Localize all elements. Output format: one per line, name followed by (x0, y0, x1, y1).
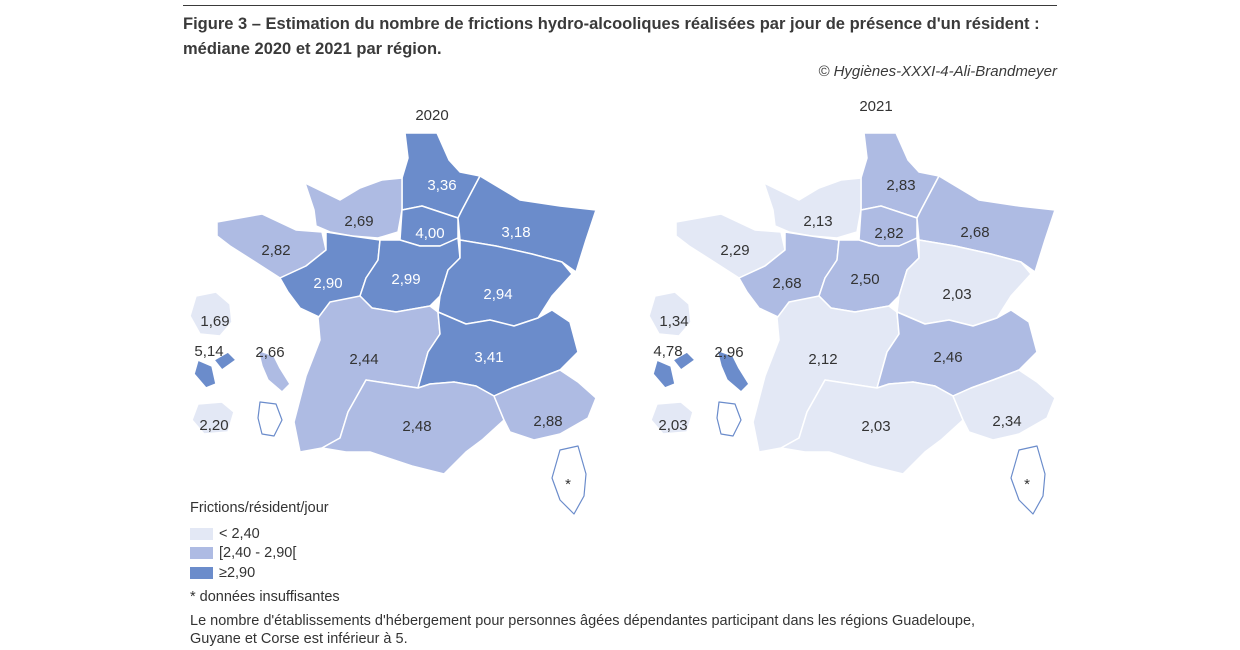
region-normandie (304, 177, 403, 239)
region-value-mayotte: 2,20 (199, 417, 228, 434)
region-guyane (257, 401, 283, 437)
region-corse (1010, 445, 1046, 515)
region-value-martinique: 2,66 (255, 344, 284, 361)
figure-title: Figure 3 – Estimation du nombre de frict… (183, 15, 1040, 58)
region-guadeloupe (193, 351, 237, 389)
region-value-reunion: 1,34 (659, 313, 688, 330)
legend-item-mid: [2,40 - 2,90[ (190, 544, 329, 564)
region-value-pdl: 2,90 (313, 275, 342, 292)
region-value-idf: 4,00 (415, 225, 444, 242)
region-corse (551, 445, 587, 515)
region-value-guadeloupe: 4,78 (653, 343, 682, 360)
region-value-normandie: 2,69 (344, 213, 373, 230)
top-rule (183, 5, 1057, 6)
region-value-idf: 2,82 (874, 225, 903, 242)
region-mayotte (191, 401, 235, 435)
region-value-ara: 2,46 (933, 349, 962, 366)
region-mayotte (650, 401, 694, 435)
region-value-cvl: 2,50 (850, 271, 879, 288)
region-value-cvl: 2,99 (391, 271, 420, 288)
legend-swatch-low (190, 527, 213, 540)
map-year-label: 2020 (415, 107, 448, 124)
region-occitanie (780, 379, 964, 475)
region-value-ara: 3,41 (474, 349, 503, 366)
region-value-corse: * (1024, 476, 1030, 493)
region-value-mayotte: 2,03 (658, 417, 687, 434)
region-value-na: 2,44 (349, 351, 378, 368)
region-martinique (257, 349, 291, 393)
region-reunion (189, 291, 233, 337)
region-value-reunion: 1,69 (200, 313, 229, 330)
map-2021: 2021 2,83 2,13 2,82 2,68 2,29 2,68 2,50 2,03 2,12… (648, 98, 1056, 515)
region-value-bretagne: 2,82 (261, 242, 290, 259)
legend-label-low: < 2,40 (219, 525, 260, 542)
region-value-paca: 2,34 (992, 413, 1021, 430)
region-guadeloupe (652, 351, 696, 389)
legend-swatch-high (190, 566, 213, 579)
region-value-hdf: 2,83 (886, 177, 915, 194)
region-reunion (648, 291, 692, 337)
region-value-normandie: 2,13 (803, 213, 832, 230)
legend-label-mid: [2,40 - 2,90[ (219, 545, 297, 562)
region-occitanie (321, 379, 505, 475)
region-value-grand_est: 3,18 (501, 224, 530, 241)
footnote: * données insuffisantes (190, 589, 340, 605)
region-value-guadeloupe: 5,14 (194, 343, 223, 360)
region-value-bfc: 2,94 (483, 286, 512, 303)
region-value-pdl: 2,68 (772, 275, 801, 292)
region-value-martinique: 2,96 (714, 344, 743, 361)
legend: Frictions/résident/jour < 2,40 [2,40 - 2… (190, 500, 329, 583)
legend-swatch-mid (190, 547, 213, 560)
map-year-label: 2021 (859, 98, 892, 115)
region-value-occitanie: 2,03 (861, 418, 890, 435)
region-guyane (716, 401, 742, 437)
region-value-paca: 2,88 (533, 413, 562, 430)
participation-note: Le nombre d'établissements d'hébergement… (190, 613, 976, 647)
credit-line: © Hygiènes-XXXI-4-Ali-Brandmeyer (818, 63, 1057, 80)
region-paca (493, 369, 597, 441)
map-2020: 2020 3,36 2,69 4,00 3,18 2,82 2,90 2,99 2,94 2,44… (189, 107, 597, 515)
legend-item-high: ≥2,90 (190, 563, 329, 583)
region-value-grand_est: 2,68 (960, 224, 989, 241)
region-value-occitanie: 2,48 (402, 418, 431, 435)
region-normandie (763, 177, 862, 239)
region-paca (952, 369, 1056, 441)
region-value-corse: * (565, 476, 571, 493)
legend-label-high: ≥2,90 (219, 564, 256, 581)
region-value-na: 2,12 (808, 351, 837, 368)
legend-title: Frictions/résident/jour (190, 500, 329, 516)
region-value-bfc: 2,03 (942, 286, 971, 303)
region-value-bretagne: 2,29 (720, 242, 749, 259)
region-martinique (716, 349, 750, 393)
region-value-hdf: 3,36 (427, 177, 456, 194)
legend-item-low: < 2,40 (190, 524, 329, 544)
